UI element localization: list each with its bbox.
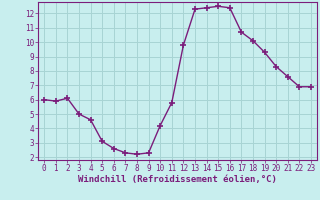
X-axis label: Windchill (Refroidissement éolien,°C): Windchill (Refroidissement éolien,°C) xyxy=(78,175,277,184)
